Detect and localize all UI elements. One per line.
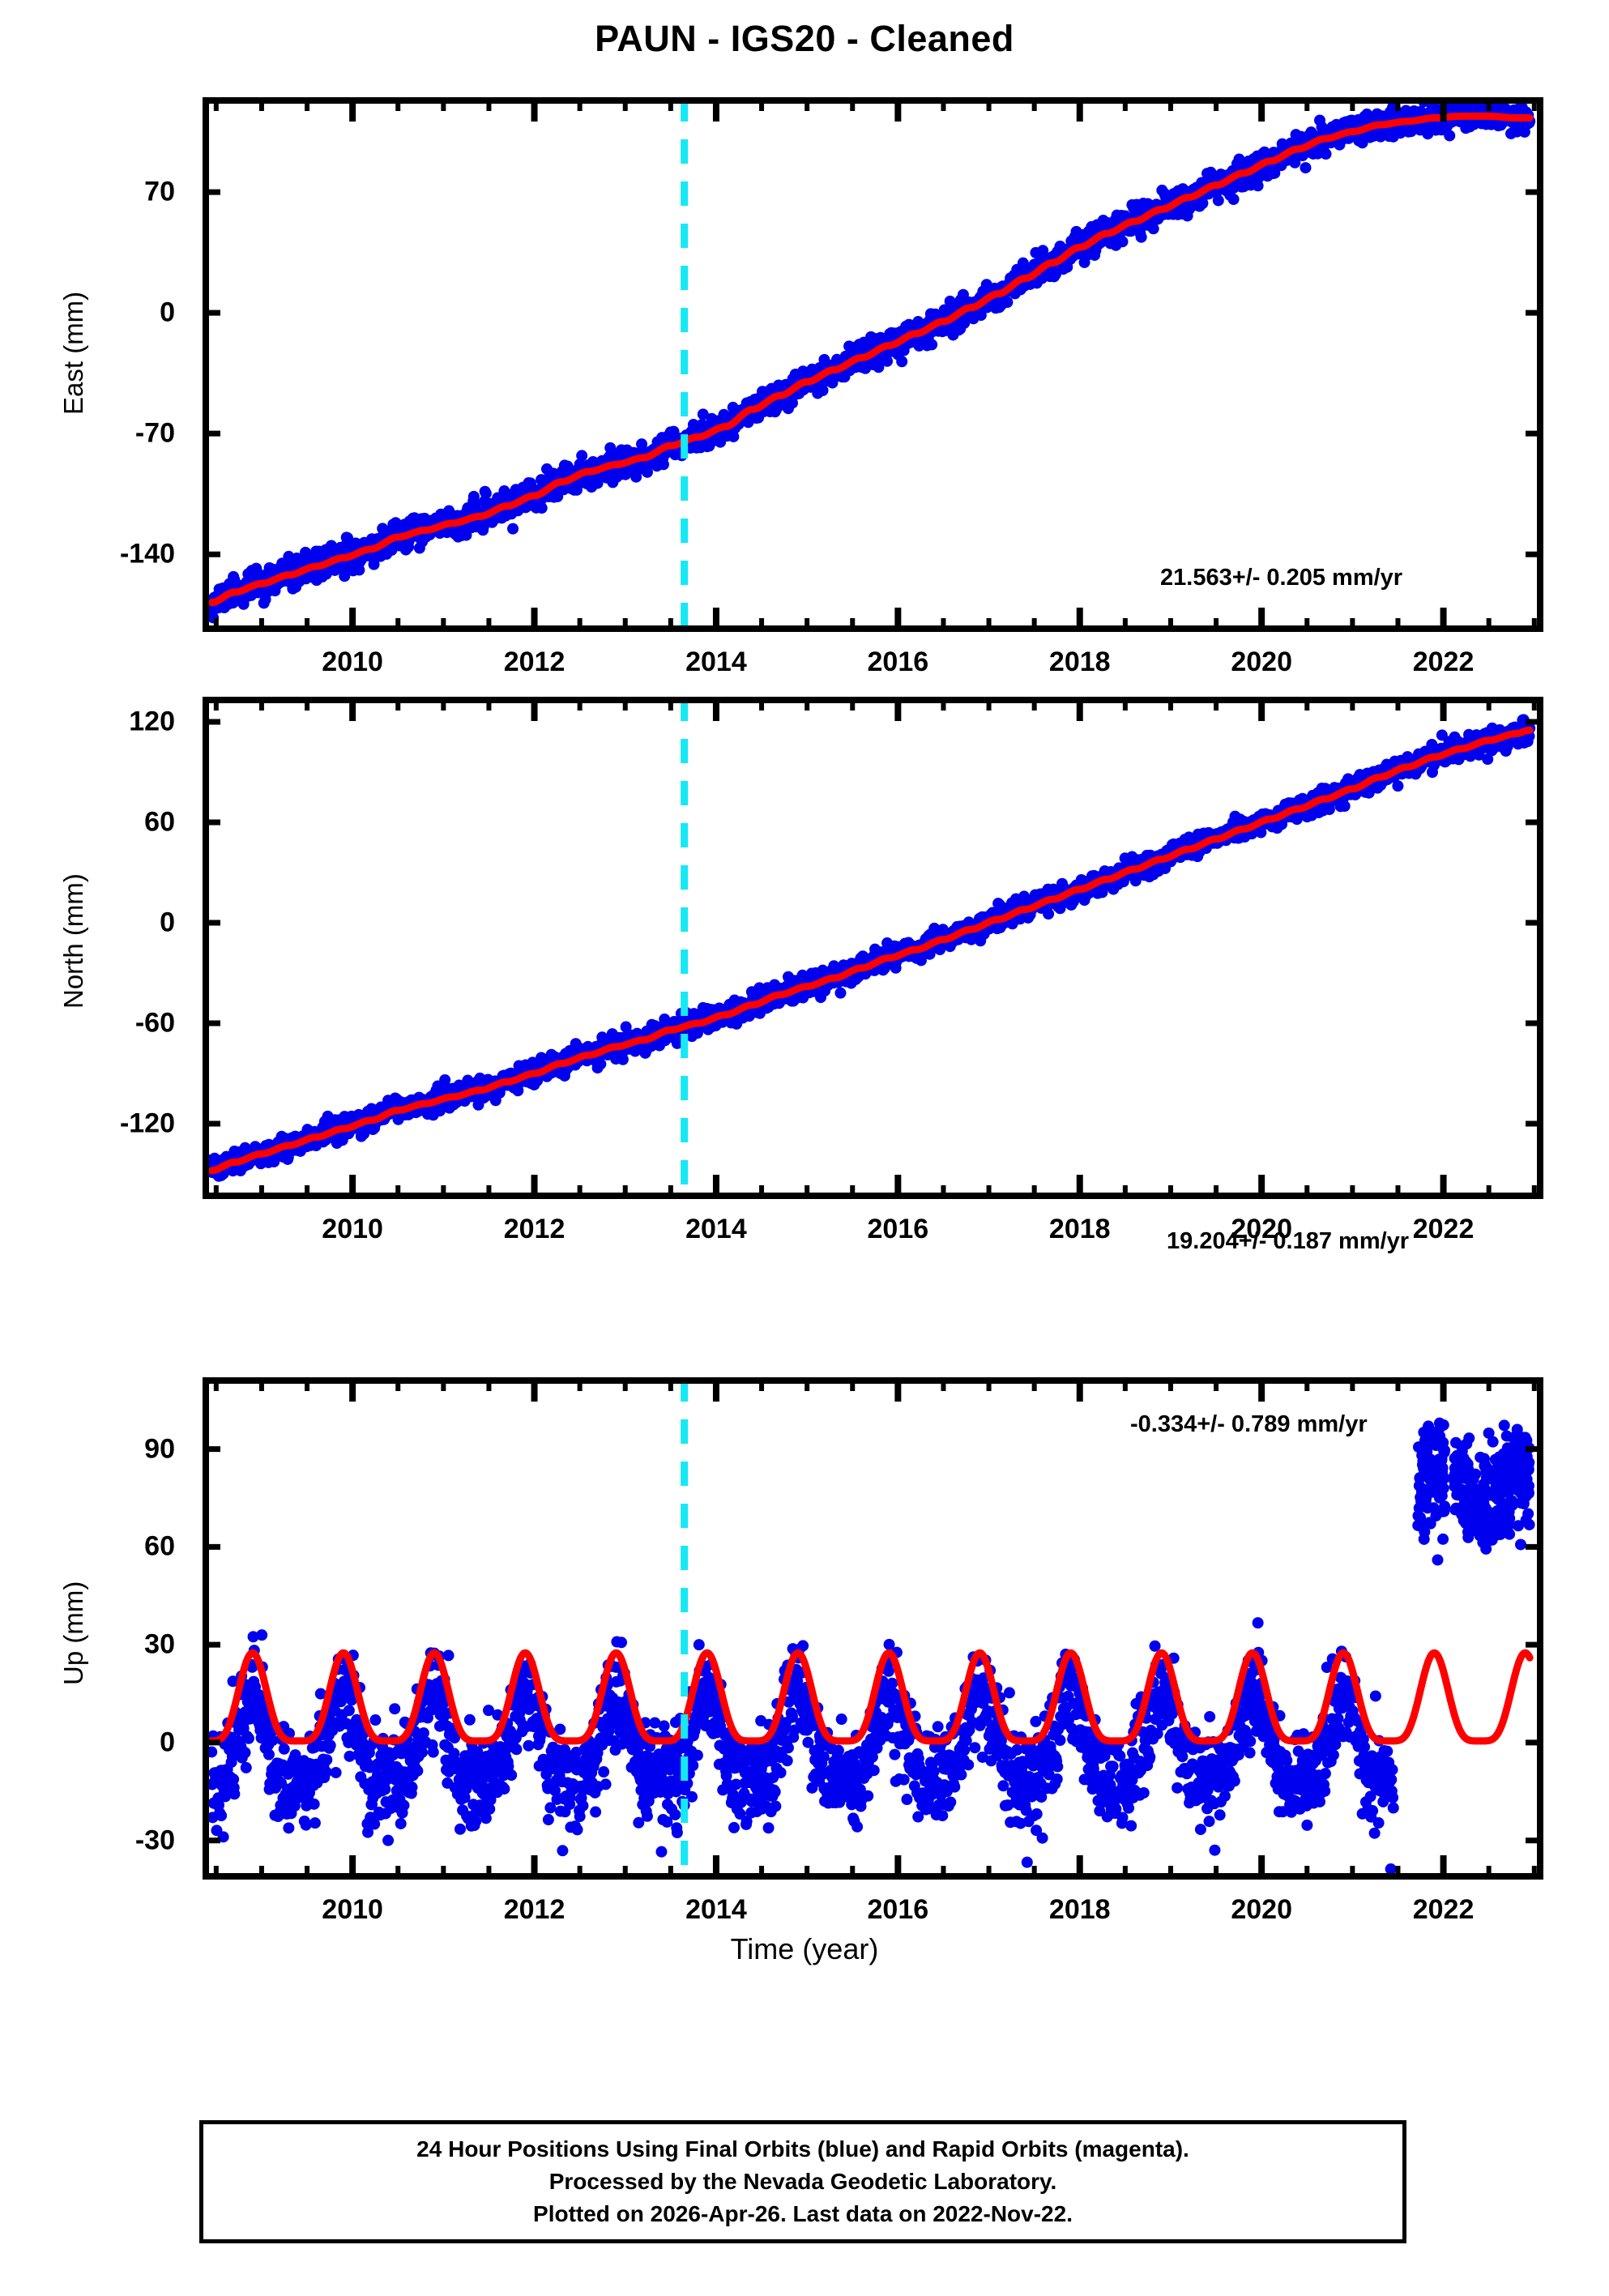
north-xtick-2022: 2022 xyxy=(1412,1214,1475,1244)
north-ytick-60: 60 xyxy=(144,806,175,838)
east-ytick-0: 0 xyxy=(160,297,175,328)
up-ytick-0: 0 xyxy=(160,1726,175,1758)
east-xtick-2018: 2018 xyxy=(1048,647,1111,677)
east-xtick-2014: 2014 xyxy=(685,647,747,677)
panel-up xyxy=(203,1377,1543,1880)
caption-line-1: 24 Hour Positions Using Final Orbits (bl… xyxy=(416,2136,1189,2162)
north-xtick-2018: 2018 xyxy=(1048,1214,1111,1244)
east-xtick-2022: 2022 xyxy=(1412,647,1475,677)
east-xtick-2016: 2016 xyxy=(867,647,929,677)
north-ytick-neg60: -60 xyxy=(134,1007,175,1039)
up-xtick-2020: 2020 xyxy=(1231,1894,1292,1925)
north-plot-area xyxy=(203,697,1543,1199)
x-axis-title: Time (year) xyxy=(730,1932,879,1965)
up-ytick-30: 30 xyxy=(144,1628,175,1660)
east-xtick-2020: 2020 xyxy=(1231,647,1292,677)
up-xtick-2012: 2012 xyxy=(503,1894,565,1925)
up-xtick-2022: 2022 xyxy=(1412,1894,1475,1925)
up-ytick-90: 90 xyxy=(144,1433,175,1465)
north-ytick-120: 120 xyxy=(129,706,175,737)
north-xtick-2020: 2020 xyxy=(1231,1214,1292,1244)
north-rate-annotation: 19.204+/- 0.187 mm/yr xyxy=(1167,1228,1410,1254)
east-ytick-neg70: -70 xyxy=(134,417,175,449)
up-ytick-60: 60 xyxy=(144,1530,175,1562)
east-ytick-neg140: -140 xyxy=(119,538,175,570)
north-xtick-2012: 2012 xyxy=(503,1214,565,1244)
caption-box: 24 Hour Positions Using Final Orbits (bl… xyxy=(199,2120,1406,2243)
east-ytick-70: 70 xyxy=(144,176,175,207)
north-xtick-2016: 2016 xyxy=(867,1214,929,1244)
page-title: PAUN - IGS20 - Cleaned xyxy=(595,18,1014,59)
east-rate-annotation: 21.563+/- 0.205 mm/yr xyxy=(1160,565,1403,591)
east-axis-title: East (mm) xyxy=(58,291,88,415)
east-xtick-2012: 2012 xyxy=(503,647,565,677)
up-rate-annotation: -0.334+/- 0.789 mm/yr xyxy=(1130,1411,1368,1437)
caption-line-2: Processed by the Nevada Geodetic Laborat… xyxy=(548,2169,1057,2195)
up-ytick-neg30: -30 xyxy=(134,1824,175,1856)
north-axis-title: North (mm) xyxy=(58,873,88,1009)
up-plot-area xyxy=(203,1377,1543,1880)
up-xtick-2018: 2018 xyxy=(1048,1894,1111,1925)
north-ytick-neg120: -120 xyxy=(119,1107,175,1139)
panel-north xyxy=(203,697,1543,1199)
north-xtick-2010: 2010 xyxy=(322,1214,383,1244)
north-xtick-2014: 2014 xyxy=(685,1214,747,1244)
up-xtick-2014: 2014 xyxy=(685,1894,747,1925)
up-axis-title: Up (mm) xyxy=(58,1581,88,1685)
up-xtick-2010: 2010 xyxy=(322,1894,383,1925)
east-xtick-2010: 2010 xyxy=(322,647,383,677)
east-plot-area xyxy=(203,97,1543,632)
up-xtick-2016: 2016 xyxy=(867,1894,929,1925)
caption-line-3: Plotted on 2026-Apr-26. Last data on 202… xyxy=(533,2200,1073,2226)
panel-east xyxy=(203,97,1543,632)
north-ytick-0: 0 xyxy=(160,907,175,938)
